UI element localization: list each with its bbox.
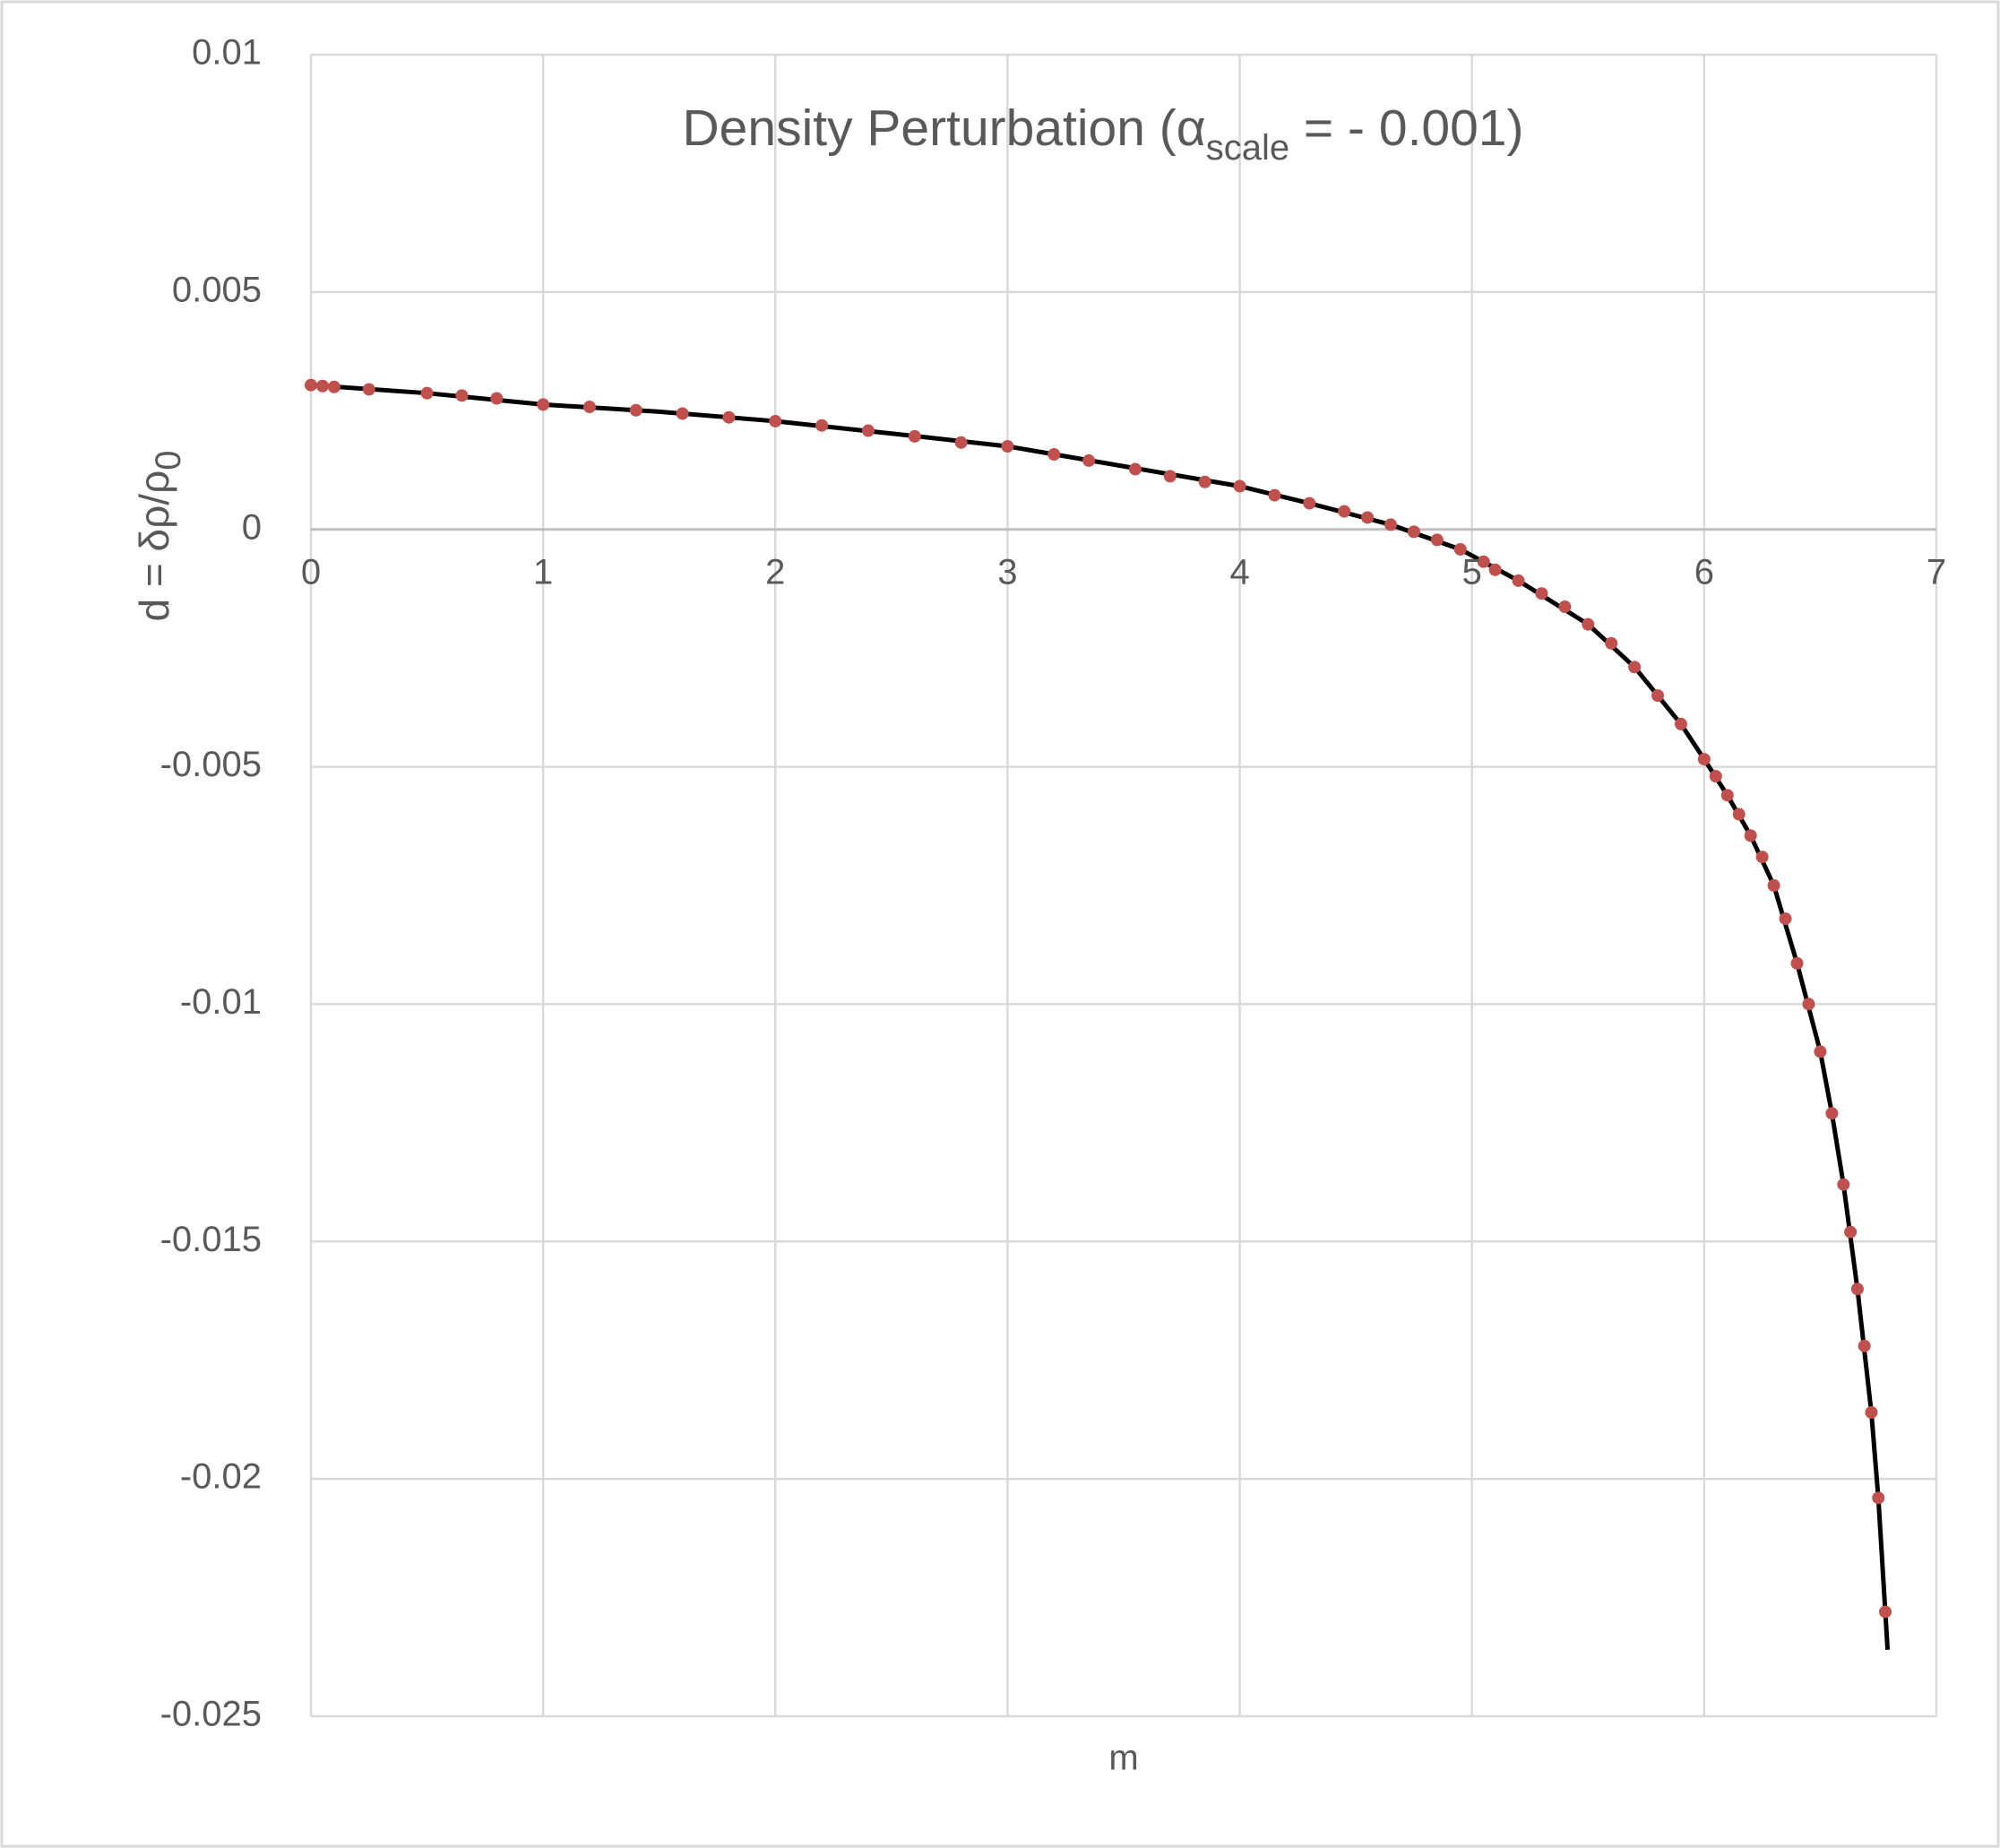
y-tick-label: -0.02: [180, 1457, 262, 1497]
x-tick-label: 7: [1927, 552, 1946, 592]
data-point: [315, 379, 329, 393]
data-point: [1844, 1225, 1858, 1239]
y-tick-label: 0: [242, 507, 262, 547]
data-point: [1047, 448, 1061, 462]
data-point: [1535, 587, 1548, 600]
data-point: [1720, 789, 1734, 802]
data-point: [769, 414, 782, 427]
x-tick-label: 2: [765, 552, 785, 592]
data-point: [1674, 717, 1687, 730]
data-point: [1878, 1605, 1892, 1619]
data-point: [629, 403, 642, 417]
data-point: [1477, 555, 1490, 568]
data-point: [1361, 511, 1375, 524]
data-point: [954, 436, 968, 449]
x-tick-label: 4: [1229, 552, 1249, 592]
data-point: [1779, 912, 1792, 926]
x-tick-label: 5: [1462, 552, 1482, 592]
data-point: [1872, 1491, 1885, 1505]
y-tick-label: -0.01: [180, 982, 262, 1022]
data-point: [1767, 879, 1780, 892]
x-tick-label: 3: [997, 552, 1017, 592]
data-point: [1825, 1107, 1839, 1120]
data-point: [1709, 770, 1722, 783]
data-point: [1605, 636, 1618, 650]
title-main: Density Perturbation (α: [683, 99, 1206, 157]
data-point: [455, 389, 469, 402]
data-point: [1755, 851, 1769, 864]
data-point: [1790, 956, 1804, 970]
y-label-main: d = δρ/ρ: [131, 471, 177, 622]
data-point: [1198, 475, 1211, 488]
data-point: [1582, 617, 1595, 631]
data-point: [1268, 488, 1281, 502]
title-subscript: scale: [1206, 128, 1289, 168]
x-tick-label: 0: [301, 552, 321, 592]
data-point: [722, 410, 736, 424]
data-point: [1453, 542, 1467, 556]
y-tick-label: -0.005: [160, 745, 262, 784]
y-tick-label: 0.005: [172, 270, 262, 309]
data-point: [327, 380, 341, 393]
data-point: [1001, 440, 1014, 453]
y-axis-label: d = δρ/ρ0: [131, 451, 187, 622]
data-point: [1163, 470, 1177, 483]
data-point: [1697, 753, 1711, 766]
data-point: [420, 386, 434, 400]
grid: [309, 53, 1938, 1718]
data-point: [362, 383, 375, 396]
y-label-subscript: 0: [149, 451, 188, 471]
y-tick-label: 0.01: [192, 33, 262, 73]
data-point: [908, 429, 921, 443]
data-point: [1628, 661, 1642, 674]
x-tick-label: 1: [533, 552, 553, 592]
data-point: [861, 424, 875, 437]
data-point: [1802, 997, 1815, 1011]
data-point: [582, 401, 596, 414]
data-point: [1837, 1178, 1850, 1191]
data-point: [1303, 497, 1316, 510]
data-point: [1407, 525, 1420, 539]
y-tick-label: -0.015: [160, 1220, 262, 1259]
x-tick-label: 6: [1694, 552, 1714, 592]
data-point: [1488, 563, 1502, 576]
data-point: [537, 398, 550, 411]
data-point: [1865, 1405, 1878, 1419]
data-point: [1512, 574, 1525, 587]
data-point: [1850, 1282, 1864, 1296]
data-point: [1744, 829, 1757, 842]
chart-title: Density Perturbation (αscale = - 0.001): [683, 99, 1524, 168]
data-point: [305, 378, 317, 392]
data-point: [1233, 479, 1246, 493]
plot: [305, 378, 1892, 1650]
title-end: = - 0.001): [1289, 99, 1523, 157]
y-tick-label: -0.025: [160, 1695, 262, 1734]
data-point: [1128, 462, 1142, 476]
data-point: [1338, 505, 1351, 518]
data-point: [1858, 1339, 1871, 1352]
data-point: [815, 419, 829, 432]
data-point: [1732, 807, 1746, 821]
data-point: [1814, 1045, 1827, 1058]
x-axis-label: m: [1108, 1739, 1138, 1778]
data-point: [1558, 600, 1572, 614]
data-point: [1651, 689, 1665, 703]
data-point: [1082, 453, 1096, 467]
data-point: [1430, 533, 1444, 547]
data-point: [676, 407, 689, 420]
data-point: [1384, 518, 1398, 531]
data-point: [490, 392, 504, 405]
